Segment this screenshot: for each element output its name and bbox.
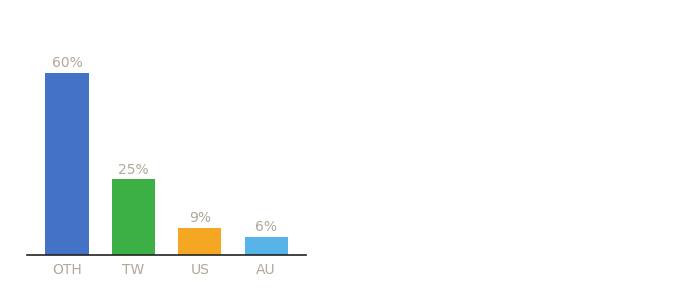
Bar	[178, 228, 222, 255]
Text: 9%: 9%	[189, 211, 211, 225]
Text: 25%: 25%	[118, 163, 149, 176]
Text: 60%: 60%	[52, 56, 82, 70]
Bar	[245, 237, 288, 255]
Bar	[46, 73, 88, 255]
Bar	[112, 179, 155, 255]
Text: 6%: 6%	[255, 220, 277, 234]
